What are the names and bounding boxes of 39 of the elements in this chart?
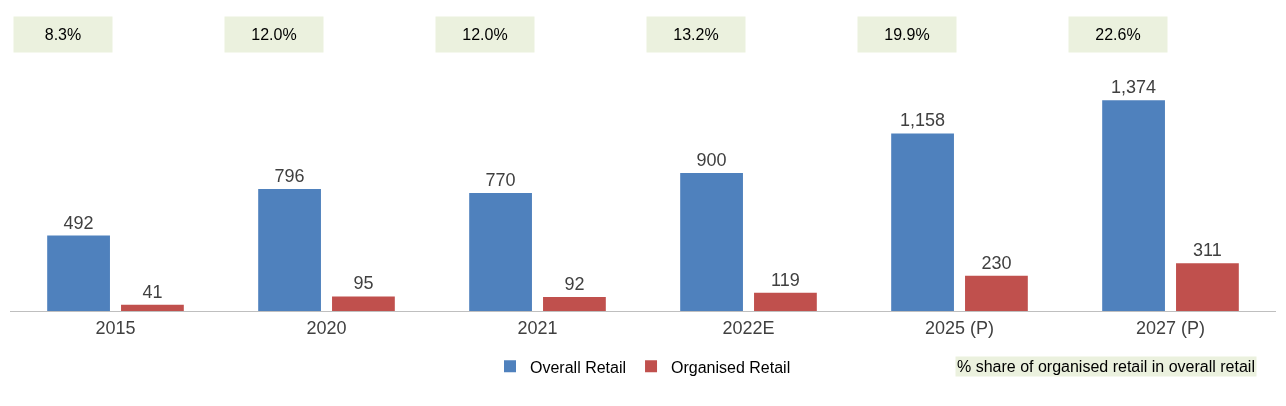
x-tick-label: 2020 xyxy=(306,317,347,338)
data-label: 230 xyxy=(981,252,1012,273)
x-tick-label: 2015 xyxy=(95,317,136,338)
bar xyxy=(680,172,743,311)
text: % share of organised retail in overall retail xyxy=(957,358,1255,375)
x-tick-label: 2021 xyxy=(517,317,558,338)
data-label: 119 xyxy=(771,269,800,290)
text: 8.3% xyxy=(44,26,82,43)
bar xyxy=(258,188,321,311)
data-label: 95 xyxy=(353,273,374,294)
bar xyxy=(754,292,817,311)
text: 12.0% xyxy=(462,26,508,43)
data-label: 41 xyxy=(142,281,163,302)
bar xyxy=(891,133,954,311)
bar xyxy=(47,235,110,311)
bar xyxy=(1102,100,1165,311)
bar xyxy=(543,296,606,311)
x-tick-label: 2025 (P) xyxy=(924,317,995,338)
bar xyxy=(121,304,184,311)
data-label: 770 xyxy=(485,169,516,190)
data-label: 1,158 xyxy=(900,110,946,131)
data-label: 311 xyxy=(1193,240,1222,261)
data-label: 92 xyxy=(564,273,585,294)
data-label: 1,374 xyxy=(1111,77,1157,98)
text: 19.9% xyxy=(884,26,930,43)
x-tick-label: 2022E xyxy=(722,317,775,338)
bar xyxy=(332,296,395,311)
text: 13.2% xyxy=(673,26,719,43)
legend-label: Overall Retail xyxy=(530,358,627,376)
data-label: 492 xyxy=(63,212,94,233)
text: 12.0% xyxy=(251,26,297,43)
data-label: 796 xyxy=(274,165,305,186)
x-tick-label: 2027 (P) xyxy=(1135,317,1206,338)
bar xyxy=(965,275,1028,311)
bar xyxy=(1176,263,1239,311)
data-label: 900 xyxy=(696,149,727,170)
text: 22.6% xyxy=(1095,26,1141,43)
bar xyxy=(469,192,532,311)
legend-label: Organised Retail xyxy=(671,358,791,376)
